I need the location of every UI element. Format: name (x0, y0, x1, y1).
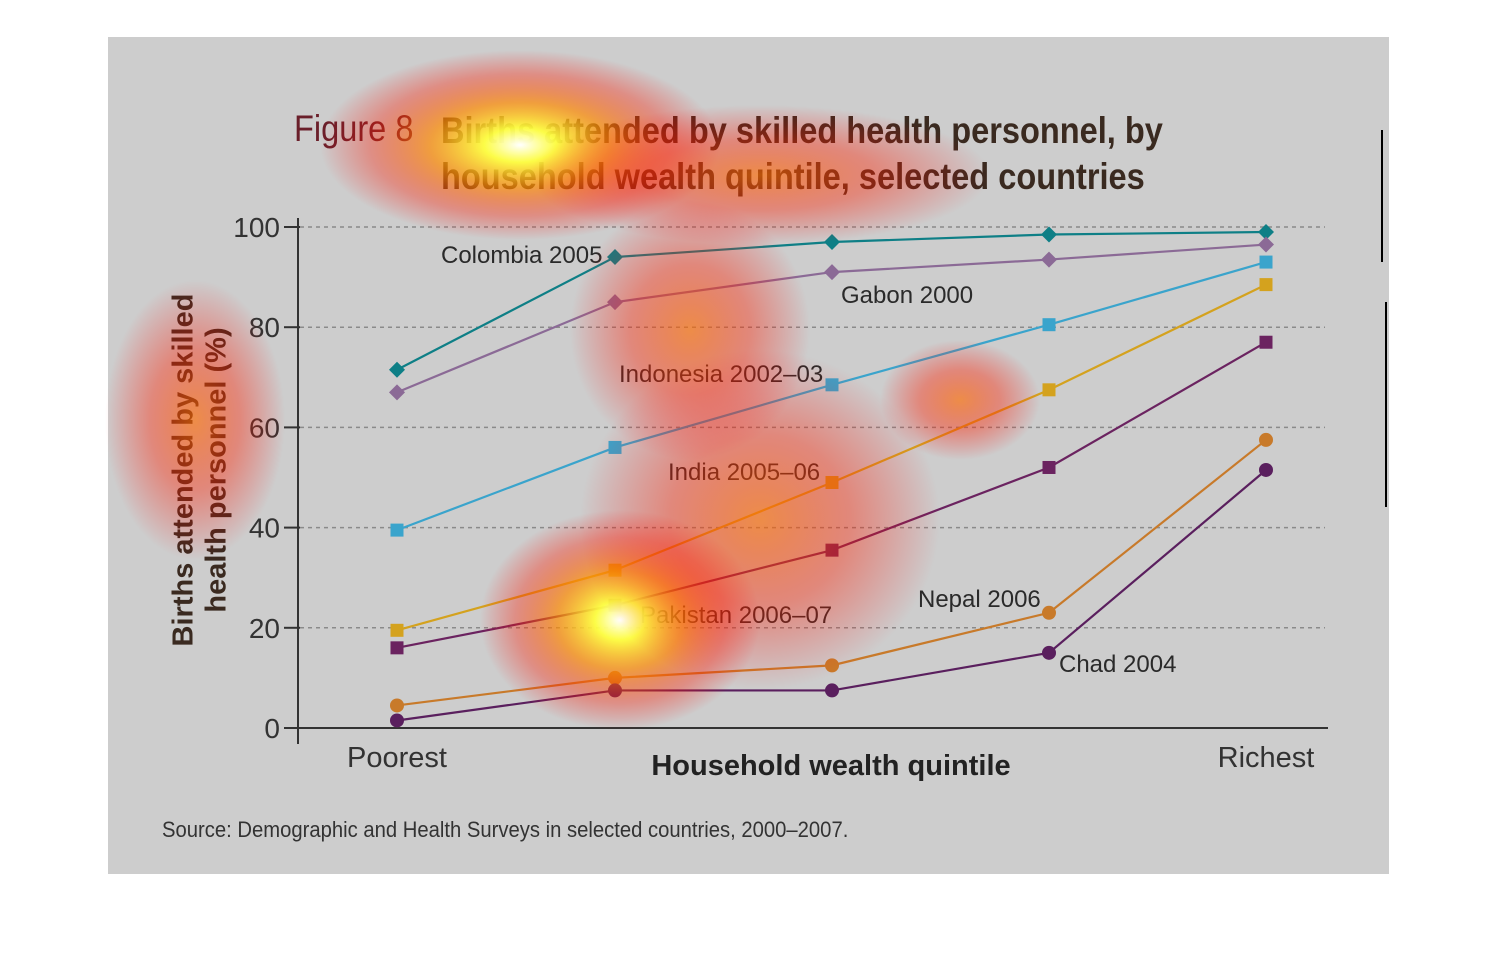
data-point (1259, 432, 1273, 447)
data-point (824, 264, 840, 281)
series-label: Indonesia 2002–03 (619, 361, 823, 388)
x-axis-label: Household wealth quintile (651, 750, 1010, 782)
data-point (825, 476, 839, 490)
x-tick-label: Poorest (347, 742, 447, 774)
data-point (390, 523, 404, 537)
y-axis-label: Births attended by skilled health personn… (167, 294, 233, 647)
x-tick-label: Richest (1218, 742, 1315, 774)
data-point (608, 440, 622, 454)
y-tick-label: 0 (264, 713, 280, 744)
data-point (825, 658, 839, 673)
data-point (608, 670, 622, 685)
series-label: Gabon 2000 (841, 282, 973, 309)
edge-mark (1381, 130, 1383, 262)
series-label: Colombia 2005 (441, 242, 602, 269)
data-point (389, 361, 405, 378)
data-point (390, 623, 404, 637)
data-point (608, 563, 622, 577)
series-label: Pakistan 2006–07 (640, 602, 832, 629)
data-point (825, 683, 839, 698)
data-point (1258, 224, 1274, 241)
data-point (1259, 255, 1273, 269)
y-tick-label: 60 (249, 412, 280, 443)
data-point (1042, 645, 1056, 660)
y-tick-label: 80 (249, 312, 280, 343)
data-point (607, 294, 623, 311)
y-tick-label: 40 (249, 513, 280, 544)
data-point (608, 683, 622, 698)
data-point (1042, 605, 1056, 620)
data-point (390, 698, 404, 713)
data-point (824, 234, 840, 251)
series-label: Nepal 2006 (918, 586, 1041, 613)
data-point (1042, 318, 1056, 332)
y-tick-label: 20 (249, 613, 280, 644)
data-point (1259, 462, 1273, 477)
data-point (1042, 383, 1056, 397)
data-point (1258, 236, 1274, 253)
data-point (1041, 251, 1057, 268)
edge-mark (1385, 302, 1387, 507)
y-tick-label: 100 (233, 212, 280, 243)
data-point (608, 598, 622, 612)
y-axis-label-line: Births attended by skilled (166, 293, 199, 647)
source-note: Source: Demographic and Health Surveys i… (162, 817, 849, 842)
data-point (1259, 335, 1273, 349)
data-point (389, 384, 405, 401)
data-point (1042, 460, 1056, 474)
series-label: Chad 2004 (1059, 651, 1176, 678)
series-label: India 2005–06 (668, 459, 820, 486)
data-point (607, 249, 623, 266)
data-point (1041, 226, 1057, 243)
data-point (390, 641, 404, 655)
data-point (825, 378, 839, 392)
data-point (825, 543, 839, 557)
y-axis-label-line: health personnel (%) (199, 327, 232, 613)
data-point (1259, 278, 1273, 292)
data-point (390, 713, 404, 728)
